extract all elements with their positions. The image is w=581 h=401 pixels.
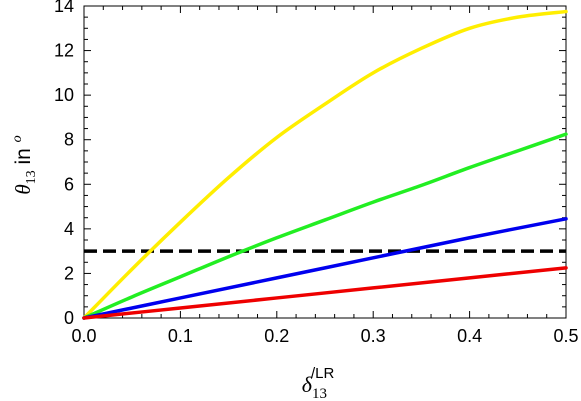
y-tick-label: 12 <box>54 41 74 61</box>
y-tick-label: 14 <box>54 0 74 16</box>
y-tick-label: 10 <box>54 85 74 105</box>
y-axis-title-sup: o <box>10 135 25 142</box>
series-line-3 <box>82 217 568 320</box>
y-axis-ticks: 0 2 4 6 8 10 12 14 <box>54 0 566 328</box>
y-axis-title-mid: in <box>12 142 35 170</box>
y-axis-title: θ13 in o <box>10 135 39 194</box>
y-axis-title-main: θ <box>11 184 35 194</box>
series-line-4 <box>82 266 568 320</box>
x-tick-label: 0.5 <box>553 326 578 346</box>
x-tick-label: 0.4 <box>457 326 482 346</box>
x-axis-ticks: 0.0 0.1 0.2 0.3 0.4 0.5 <box>71 6 579 346</box>
x-tick-label: 0.1 <box>168 326 193 346</box>
y-tick-label: 8 <box>64 130 74 150</box>
y-tick-label: 0 <box>64 308 74 328</box>
x-axis-title: δ13/LR <box>302 365 335 401</box>
x-axis-title-sub: 13 <box>312 386 327 401</box>
series-line-1 <box>82 9 568 320</box>
series-line-2 <box>82 132 568 320</box>
x-axis-title-main: δ <box>302 372 313 397</box>
y-axis-title-sub: 13 <box>24 170 39 184</box>
x-tick-label: 0.2 <box>264 326 289 346</box>
y-tick-label: 4 <box>64 219 74 239</box>
y-tick-label: 6 <box>64 174 74 194</box>
y-tick-label: 2 <box>64 263 74 283</box>
x-tick-label: 0.3 <box>361 326 386 346</box>
series-group <box>82 9 568 320</box>
x-tick-label: 0.0 <box>71 326 96 346</box>
plot-frame <box>83 5 567 319</box>
x-axis-title-sup: /LR <box>311 365 335 382</box>
